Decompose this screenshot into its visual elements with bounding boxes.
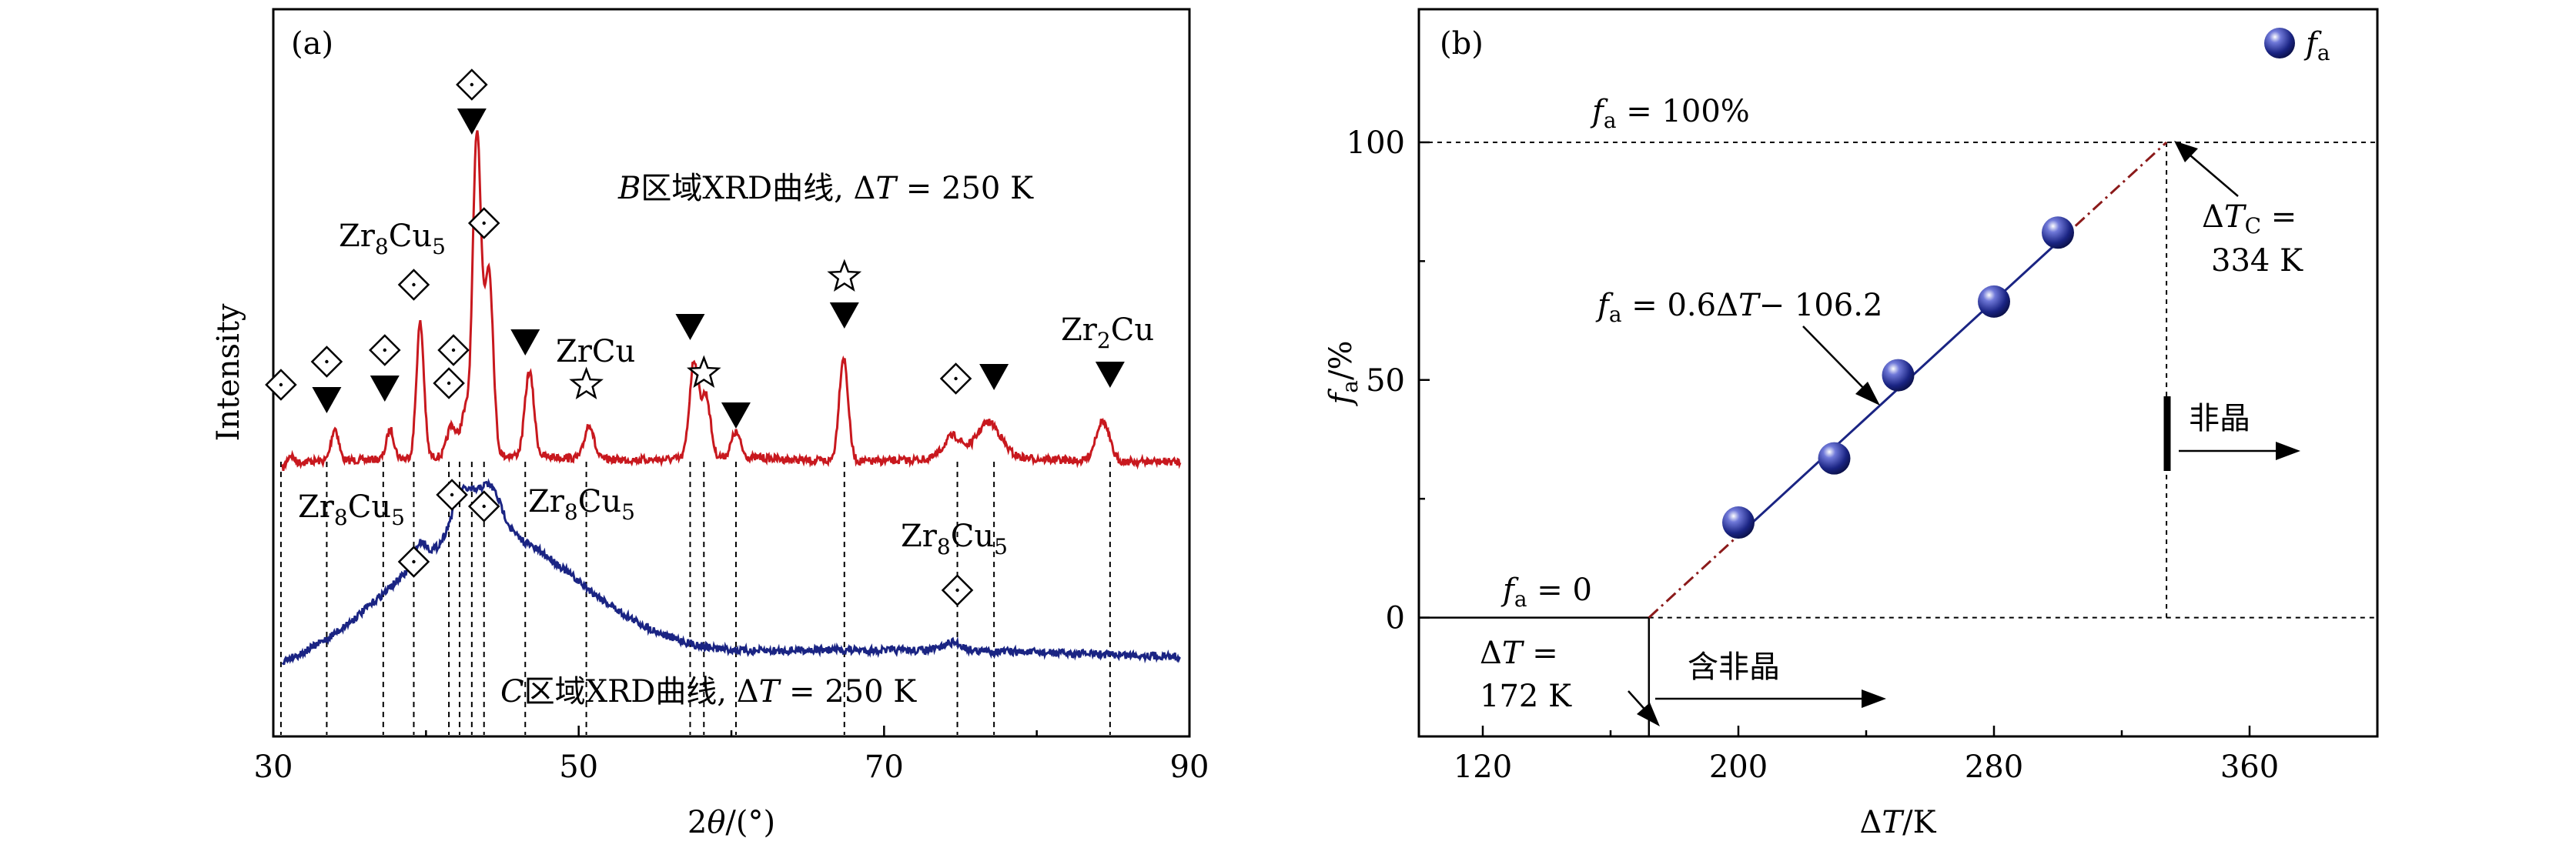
fit-equation: fa = 0.6ΔT− 106.2 bbox=[1595, 288, 1882, 327]
diamond-marker bbox=[310, 346, 343, 378]
y-axis-label-a: Intensity bbox=[211, 303, 246, 441]
x-tick-label-a: 30 bbox=[254, 750, 293, 785]
triangle-marker bbox=[979, 364, 1009, 390]
label-hanfeijing: 含非晶 bbox=[1688, 649, 1780, 685]
data-point bbox=[2042, 216, 2074, 249]
star-marker bbox=[686, 355, 721, 389]
diamond-marker bbox=[397, 269, 430, 301]
star-marker bbox=[569, 366, 604, 400]
b-curve-label: B区域XRD曲线, ΔT = 250 K bbox=[617, 171, 1034, 206]
triangle-marker bbox=[510, 329, 540, 356]
dT-label-line2: 172 K bbox=[1480, 679, 1572, 714]
triangle-marker bbox=[457, 109, 487, 135]
diamond-marker bbox=[941, 574, 974, 606]
xrd-panel: 30 50 70 90 (a) Zr8Cu5 ZrCu Zr2Cu B区域XRD曲线,… bbox=[211, 8, 1209, 840]
x-tick-label-b: 280 bbox=[1965, 750, 2023, 785]
phase-label-zr2cu: Zr2Cu bbox=[1061, 312, 1154, 353]
y-tick-label-b: 100 bbox=[1347, 125, 1405, 161]
x-tick-label-a: 90 bbox=[1170, 750, 1209, 785]
xrd-curves bbox=[281, 130, 1182, 666]
diamond-marker bbox=[456, 68, 488, 101]
data-point bbox=[1978, 285, 2010, 318]
diamond-marker bbox=[467, 490, 500, 522]
diamond-marker bbox=[433, 367, 465, 399]
c-curve-label: C区域XRD曲线, ΔT = 250 K bbox=[500, 674, 917, 709]
diamond-marker bbox=[436, 479, 468, 511]
triangle-marker bbox=[829, 302, 859, 329]
xrd-curve-c bbox=[281, 478, 1182, 666]
data-point bbox=[1818, 442, 1851, 475]
diamond-marker bbox=[369, 334, 401, 366]
label-feijing: 非晶 bbox=[2189, 401, 2250, 436]
fit-extrapolation-lower bbox=[1648, 534, 1740, 619]
panel-label-b: (b) bbox=[1440, 26, 1484, 62]
y-tick-label-b: 0 bbox=[1386, 601, 1405, 636]
diamond-marker bbox=[939, 362, 972, 395]
label-fa-100: fa = 100% bbox=[1590, 94, 1750, 133]
legend-label: fa bbox=[2303, 26, 2330, 65]
diamond-marker bbox=[265, 369, 297, 401]
fit-extrapolation-upper bbox=[2056, 141, 2168, 243]
dT-label-line1: ΔT = bbox=[1480, 636, 1558, 671]
x-axis-ticks-a: 30 50 70 90 bbox=[254, 726, 1209, 785]
plot-frame-b bbox=[1417, 8, 2379, 738]
x-tick-label-a: 50 bbox=[559, 750, 598, 785]
y-tick-label-b: 50 bbox=[1366, 363, 1405, 399]
dTc-label-line1: ΔTC = bbox=[2202, 199, 2297, 239]
axis-ticks-b: 120 200 280 360 0 50 100 bbox=[1347, 125, 2280, 785]
data-points bbox=[1722, 216, 2074, 539]
phase-label-zr8cu5-right: Zr8Cu5 bbox=[901, 519, 1008, 559]
phase-label-zrcu: ZrCu bbox=[556, 334, 635, 369]
triangle-marker bbox=[721, 402, 751, 429]
triangle-marker bbox=[675, 314, 705, 340]
label-fa-0: fa = 0 bbox=[1500, 573, 1592, 612]
legend-marker bbox=[2264, 28, 2295, 58]
triangle-marker bbox=[1095, 362, 1125, 388]
xrd-curve-b bbox=[281, 130, 1182, 471]
data-point bbox=[1882, 359, 1915, 392]
triangle-marker bbox=[370, 376, 400, 402]
x-tick-label-b: 360 bbox=[2220, 750, 2279, 785]
diamond-marker bbox=[397, 546, 430, 578]
x-axis-label-a: 2θ/(°) bbox=[687, 805, 775, 840]
plot-frame-a bbox=[272, 8, 1191, 738]
diamond-marker bbox=[437, 334, 470, 366]
x-axis-label-b: ΔT/K bbox=[1860, 805, 1937, 840]
y-axis-label-b: fa/% bbox=[1323, 341, 1363, 407]
fa-panel: 120 200 280 360 0 50 100 (b) fa fa = 100% fa =… bbox=[1323, 8, 2379, 840]
star-marker bbox=[827, 259, 862, 292]
phase-markers bbox=[265, 68, 1125, 606]
data-point bbox=[1722, 506, 1755, 539]
diamond-marker bbox=[467, 207, 500, 239]
phase-label-zr8cu5-top: Zr8Cu5 bbox=[339, 219, 446, 259]
annotation-arrows bbox=[1628, 141, 2300, 726]
x-tick-label-a: 70 bbox=[865, 750, 904, 785]
triangle-marker bbox=[312, 387, 342, 413]
x-tick-label-b: 200 bbox=[1709, 750, 1768, 785]
x-tick-label-b: 120 bbox=[1454, 750, 1512, 785]
phase-label-zr8cu5-mid: Zr8Cu5 bbox=[528, 484, 635, 525]
dTc-label-line2: 334 K bbox=[2211, 243, 2303, 279]
panel-label-a: (a) bbox=[291, 26, 333, 62]
phase-label-zr8cu5-left: Zr8Cu5 bbox=[298, 489, 405, 530]
